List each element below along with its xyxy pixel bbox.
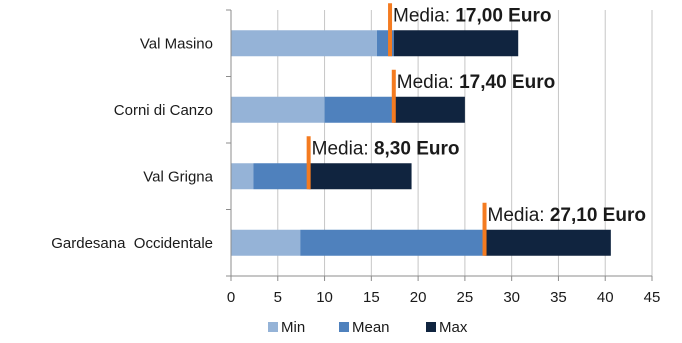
mean-annotation-prefix: Media:: [393, 5, 455, 26]
mean-marker: [391, 69, 396, 123]
category-label: Val Masino: [140, 35, 213, 52]
bar-min-1: [231, 30, 377, 57]
category-label: Val Grigna: [143, 168, 213, 185]
legend-swatch-max: [426, 322, 436, 332]
mean-annotation: Media: 17,00 Euro: [393, 5, 551, 26]
bar-max-1: [393, 30, 519, 57]
x-tick-label: 40: [597, 289, 614, 306]
bar-max-4: [484, 229, 611, 256]
mean-marker: [482, 202, 487, 256]
x-tick-labels: 0 5 10 15 20 25 30 35 40 45: [227, 289, 661, 306]
bar-mean-4: [300, 229, 485, 256]
mean-annotation-prefix: Media:: [397, 72, 459, 93]
mean-marker: [388, 3, 393, 57]
x-tick-label: 20: [410, 289, 427, 306]
mean-annotation: Media: 8,30 Euro: [312, 138, 460, 159]
x-tick-label: 45: [644, 289, 661, 306]
bar-min-3: [231, 163, 254, 190]
legend-label-max: Max: [439, 319, 468, 336]
mean-markers: [306, 3, 487, 256]
mean-annotation: Media: 27,10 Euro: [488, 205, 646, 226]
x-tick-label: 25: [457, 289, 474, 306]
bars: [231, 30, 611, 256]
x-tick-label: 0: [227, 289, 235, 306]
bar-max-3: [308, 163, 412, 190]
bar-mean-3: [253, 163, 309, 190]
x-tick-label: 5: [274, 289, 282, 306]
bar-mean-2: [324, 96, 394, 123]
legend: Min Mean Max: [268, 319, 468, 336]
x-tick-label: 15: [363, 289, 380, 306]
category-labels: Val Masino Corni di Canzo Val Grigna Gardes…: [51, 35, 213, 252]
legend-label-min: Min: [281, 319, 305, 336]
legend-swatch-min: [268, 322, 278, 332]
mean-annotation-prefix: Media:: [488, 205, 550, 226]
mean-annotation-prefix: Media:: [312, 138, 374, 159]
x-tick-label: 30: [503, 289, 520, 306]
axes: [226, 9, 653, 281]
bar-min-2: [231, 96, 325, 123]
mean-marker: [306, 136, 311, 190]
bar-max-2: [393, 96, 465, 123]
x-tick-label: 10: [316, 289, 333, 306]
x-tick-label: 35: [550, 289, 567, 306]
mean-annotation: Media: 17,40 Euro: [397, 72, 555, 93]
mean-annotation-value: 17,00 Euro: [455, 5, 551, 26]
mean-annotation-value: 8,30 Euro: [374, 138, 460, 159]
legend-label-mean: Mean: [352, 319, 390, 336]
category-label: Gardesana Occidentale: [51, 235, 213, 252]
bar-min-4: [231, 229, 301, 256]
category-label: Corni di Canzo: [114, 102, 213, 119]
legend-swatch-mean: [339, 322, 349, 332]
mean-annotation-value: 17,40 Euro: [459, 72, 555, 93]
mean-annotation-value: 27,10 Euro: [550, 205, 646, 226]
